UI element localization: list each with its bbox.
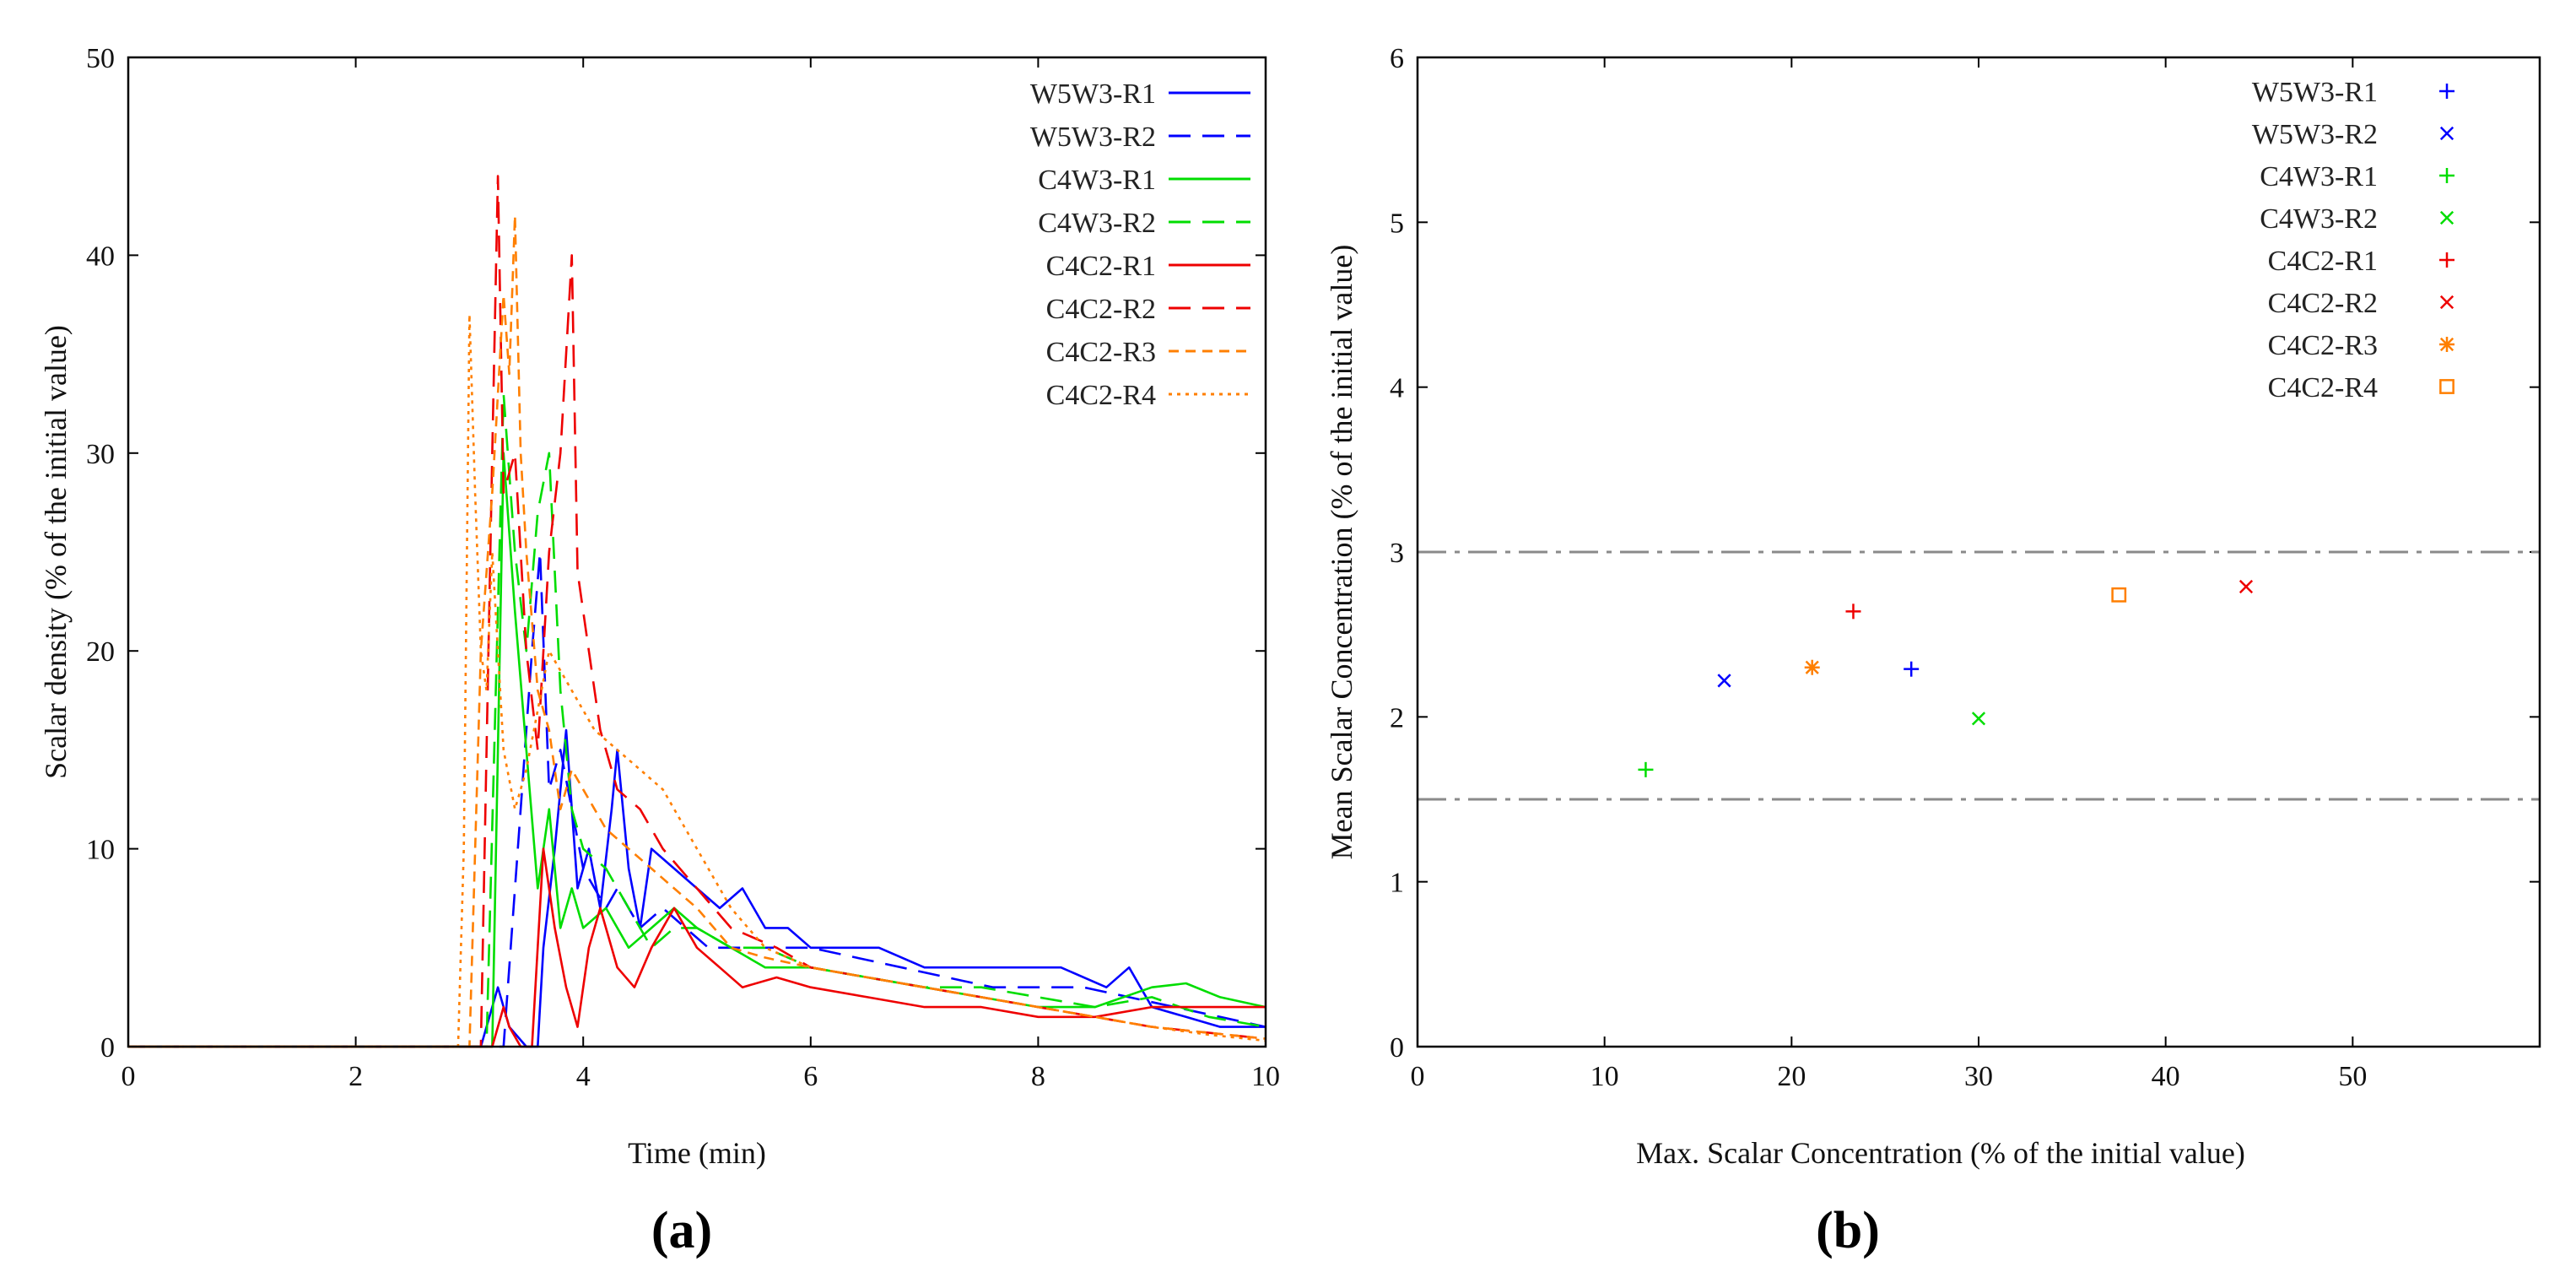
data-point-c4c2-r3 [1804, 659, 1820, 675]
series-line-c4c2-r4 [128, 313, 1266, 1048]
legend-label: C4W3-R2 [2260, 203, 2378, 235]
legend-label: C4C2-R2 [2268, 288, 2378, 319]
series-line-w5w3-r1 [128, 728, 1266, 1048]
chart-a-series [128, 175, 1266, 1048]
data-point-w5w3-r1 [1904, 661, 1920, 677]
x-tick-label: 8 [1031, 1061, 1045, 1092]
legend-label: W5W3-R1 [2252, 77, 2378, 108]
series-line-c4w3-r1 [128, 452, 1266, 1048]
legend-marker [2439, 379, 2454, 394]
legend-label: C4C2-R3 [2268, 330, 2378, 361]
series-line-c4w3-r2 [128, 392, 1266, 1048]
legend-label: C4C2-R1 [1046, 251, 1156, 282]
legend-label: C4C2-R4 [1046, 380, 1156, 411]
y-tick-label: 40 [86, 241, 115, 272]
x-tick-label: 2 [348, 1061, 363, 1092]
legend-label: W5W3-R2 [2252, 119, 2378, 150]
x-tick-label: 10 [1251, 1061, 1280, 1092]
data-point-c4c2-r4 [2111, 587, 2127, 603]
chart-b-panel-label: (b) [1816, 1202, 1880, 1259]
chart-b-series [1638, 579, 2254, 777]
chart-b: 0 10 20 30 40 50 0 1 2 3 4 5 6 W5W3-R1 W5W3-R2 C4W3-R1… [1325, 43, 2541, 1259]
legend-marker [2439, 126, 2454, 141]
chart-a-plot-frame [127, 56, 1267, 1048]
x-tick-label: 30 [1964, 1061, 1993, 1092]
y-tick-label: 4 [1390, 373, 1404, 404]
x-tick-label: 40 [2152, 1061, 2180, 1092]
chart-b-reference-lines [1418, 550, 2540, 801]
y-tick-label: 5 [1390, 208, 1404, 239]
x-tick-label: 10 [1590, 1061, 1619, 1092]
legend-marker [2439, 84, 2454, 99]
legend-marker [2439, 210, 2454, 225]
data-point-w5w3-r2 [1717, 674, 1731, 688]
y-tick-label: 50 [86, 43, 115, 74]
chart-a-ylabel: Scalar density (% of the initial value) [39, 325, 73, 779]
legend-marker [2439, 295, 2454, 310]
legend-label: C4C2-R2 [1046, 294, 1156, 325]
chart-a-legend: W5W3-R1 W5W3-R2 C4W3-R1 C4W3-R2 C4C2-R1 C4C2-… [1030, 78, 1250, 411]
chart-b-ticks: 0 10 20 30 40 50 0 1 2 3 4 5 6 [1390, 43, 2540, 1092]
x-tick-label: 4 [576, 1061, 591, 1092]
data-point-c4w3-r1 [1638, 761, 1654, 777]
y-tick-label: 0 [1390, 1032, 1404, 1064]
data-point-c4w3-r2 [1971, 712, 1986, 726]
chart-b-plot-frame [1416, 56, 2541, 1048]
legend-marker [2439, 168, 2454, 183]
chart-a-xlabel: Time (min) [628, 1136, 766, 1170]
legend-label: C4C2-R4 [2268, 372, 2378, 403]
y-tick-label: 3 [1390, 538, 1404, 569]
legend-marker [2439, 337, 2454, 352]
legend-marker [2439, 252, 2454, 268]
y-tick-label: 6 [1390, 43, 1404, 74]
legend-label: W5W3-R2 [1030, 122, 1156, 153]
chart-b-legend: W5W3-R1 W5W3-R2 C4W3-R1 C4W3-R2 C4C2-R1 C4C2-… [2252, 77, 2454, 403]
chart-a: 0 2 4 6 8 10 0 10 20 30 40 50 W5W3-R1 W5W3-R2 C4W3-R1… [39, 43, 1280, 1259]
legend-label: C4W3-R1 [2260, 161, 2378, 192]
y-tick-label: 1 [1390, 868, 1404, 899]
x-tick-label: 50 [2338, 1061, 2367, 1092]
chart-b-xlabel: Max. Scalar Concentration (% of the init… [1636, 1136, 2245, 1170]
y-tick-label: 0 [100, 1032, 115, 1064]
y-tick-label: 10 [86, 835, 115, 866]
data-point-c4c2-r1 [1845, 604, 1861, 620]
x-tick-label: 20 [1777, 1061, 1806, 1092]
x-tick-label: 6 [803, 1061, 818, 1092]
chart-a-panel-label: (a) [651, 1202, 712, 1259]
legend-label: W5W3-R1 [1030, 78, 1156, 110]
y-tick-label: 2 [1390, 702, 1404, 733]
data-point-c4c2-r2 [2238, 579, 2254, 594]
y-tick-label: 20 [86, 636, 115, 668]
y-tick-label: 30 [86, 439, 115, 470]
legend-label: C4C2-R1 [2268, 246, 2378, 277]
chart-b-ylabel: Mean Scalar Concentration (% of the init… [1325, 245, 1358, 860]
series-line-w5w3-r2 [128, 550, 1266, 1048]
legend-label: C4W3-R2 [1038, 208, 1156, 239]
legend-label: C4W3-R1 [1038, 165, 1156, 196]
x-tick-label: 0 [1411, 1061, 1425, 1092]
x-tick-label: 0 [122, 1061, 136, 1092]
chart-a-ticks: 0 2 4 6 8 10 0 10 20 30 40 50 [86, 43, 1280, 1092]
legend-label: C4C2-R3 [1046, 337, 1156, 368]
series-line-c4c2-r1 [128, 847, 1266, 1048]
series-line-c4c2-r2 [128, 175, 1266, 1048]
